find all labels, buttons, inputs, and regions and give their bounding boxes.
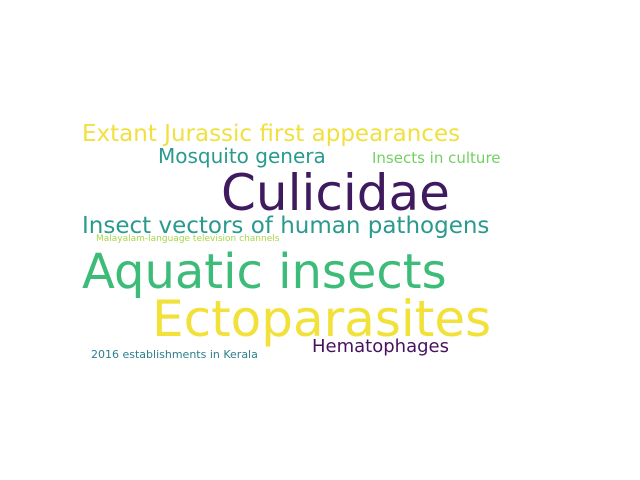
word-mosquito-genera: Mosquito genera <box>158 144 326 168</box>
word-aquatic-insects: Aquatic insects <box>82 244 447 300</box>
word-culicidae: Culicidae <box>221 164 450 222</box>
word-hematophages: Hematophages <box>312 336 449 357</box>
word-extant-jurassic-first-appearances: Extant Jurassic first appearances <box>82 121 461 147</box>
word-malayalam-language-tv-channels: Malayalam-language television channels <box>96 234 280 244</box>
word-ectoparasites: Ectoparasites <box>152 290 492 348</box>
word-2016-establishments-in-kerala: 2016 establishments in Kerala <box>91 348 258 361</box>
word-insects-in-culture: Insects in culture <box>372 149 501 167</box>
word-insect-vectors-of-human-pathogens: Insect vectors of human pathogens <box>82 213 490 239</box>
